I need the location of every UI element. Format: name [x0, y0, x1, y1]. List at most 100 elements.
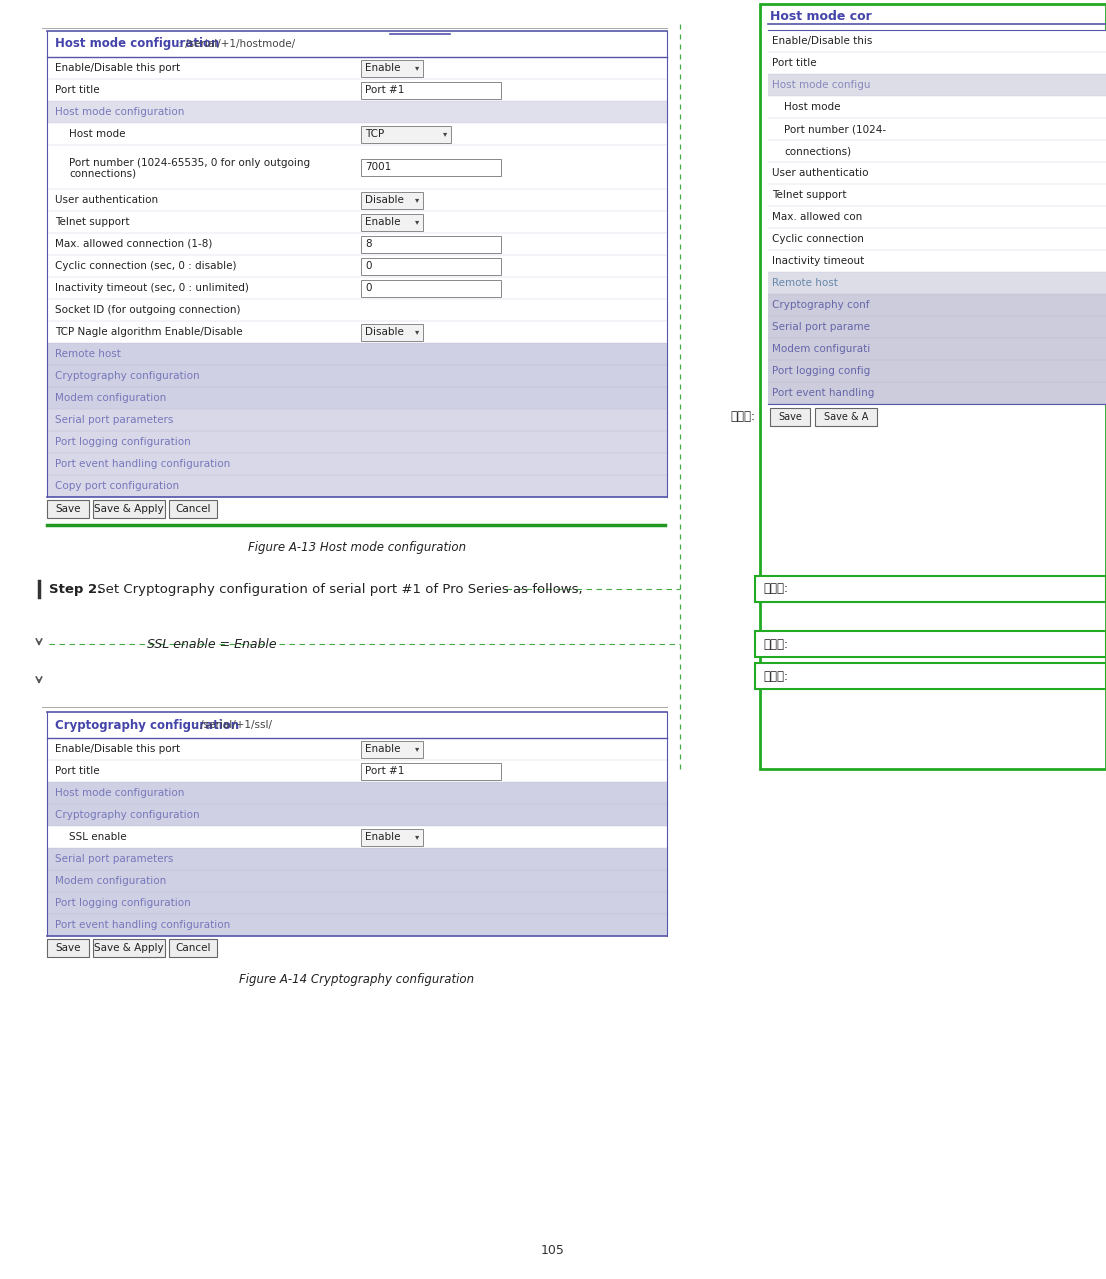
- Text: ▾: ▾: [415, 196, 419, 205]
- Text: Cryptography configuration: Cryptography configuration: [55, 719, 239, 732]
- Bar: [768, 228, 1106, 249]
- Text: Port #1: Port #1: [365, 766, 405, 776]
- Bar: [46, 101, 667, 123]
- Text: Enable/Disable this port: Enable/Disable this port: [55, 63, 180, 73]
- Text: Port event handling: Port event handling: [772, 388, 875, 398]
- Text: Inactivity timeout: Inactivity timeout: [772, 256, 864, 266]
- Text: 0: 0: [365, 261, 372, 271]
- Bar: [46, 475, 667, 498]
- Bar: [169, 939, 217, 957]
- Bar: [361, 214, 422, 230]
- Bar: [46, 431, 667, 453]
- Text: ▾: ▾: [415, 217, 419, 226]
- Text: Max. allowed connection (1-8): Max. allowed connection (1-8): [55, 239, 212, 249]
- Text: Port logging config: Port logging config: [772, 366, 870, 376]
- Text: 7001: 7001: [365, 162, 392, 171]
- Bar: [46, 299, 667, 321]
- Text: Enable: Enable: [365, 744, 400, 755]
- Text: Modem configuration: Modem configuration: [55, 876, 166, 886]
- Text: Port title: Port title: [55, 84, 100, 95]
- Bar: [361, 82, 501, 98]
- Bar: [361, 741, 422, 757]
- Text: Host mode: Host mode: [69, 129, 125, 139]
- Bar: [46, 145, 667, 189]
- Text: : /serial/+1/ssl/: : /serial/+1/ssl/: [190, 720, 272, 730]
- Text: Modem configurati: Modem configurati: [772, 344, 870, 354]
- Text: Save: Save: [55, 943, 81, 953]
- Text: Telnet support: Telnet support: [772, 191, 846, 200]
- Bar: [361, 324, 422, 340]
- Text: SSL enable = Enable: SSL enable = Enable: [147, 637, 276, 651]
- Bar: [768, 52, 1106, 74]
- Bar: [46, 278, 667, 299]
- Bar: [770, 408, 810, 426]
- Text: Disable: Disable: [365, 327, 404, 336]
- Text: 삭제됨:: 삭제됨:: [763, 637, 787, 651]
- Text: : /serial/+1/hostmode/: : /serial/+1/hostmode/: [175, 38, 294, 49]
- Bar: [361, 60, 422, 77]
- Text: Set Cryptography configuration of serial port #1 of Pro Series as follows,: Set Cryptography configuration of serial…: [93, 582, 583, 596]
- Bar: [361, 762, 501, 779]
- Text: Cryptography configuration: Cryptography configuration: [55, 371, 199, 381]
- Text: 삭제됨:: 삭제됨:: [763, 669, 787, 683]
- Text: ▾: ▾: [415, 833, 419, 842]
- Bar: [768, 74, 1106, 96]
- Bar: [46, 365, 667, 388]
- Bar: [46, 738, 667, 760]
- Bar: [755, 663, 1106, 689]
- Text: Port #1: Port #1: [365, 84, 405, 95]
- Text: User authenticatio: User authenticatio: [772, 168, 868, 178]
- Text: 105: 105: [541, 1244, 565, 1257]
- Text: Serial port parame: Serial port parame: [772, 322, 870, 333]
- Text: Figure A-13 Host mode configuration: Figure A-13 Host mode configuration: [248, 541, 466, 554]
- Bar: [46, 388, 667, 409]
- Text: Copy port configuration: Copy port configuration: [55, 481, 179, 491]
- Bar: [361, 159, 501, 175]
- Text: Port event handling configuration: Port event handling configuration: [55, 459, 230, 469]
- Bar: [46, 848, 667, 870]
- Bar: [46, 781, 667, 804]
- Bar: [768, 162, 1106, 184]
- Bar: [815, 408, 877, 426]
- Text: Port logging configuration: Port logging configuration: [55, 898, 190, 908]
- Text: Step 2.: Step 2.: [49, 582, 102, 596]
- Bar: [760, 4, 1106, 769]
- Bar: [46, 409, 667, 431]
- Text: Port event handling configuration: Port event handling configuration: [55, 920, 230, 930]
- Bar: [361, 192, 422, 208]
- Text: 삭제됨:: 삭제됨:: [763, 582, 787, 596]
- Bar: [361, 829, 422, 845]
- Text: Host mode configuration: Host mode configuration: [55, 107, 185, 116]
- Bar: [768, 382, 1106, 404]
- Text: ▾: ▾: [444, 129, 447, 138]
- Text: Port title: Port title: [772, 58, 816, 68]
- Text: ▾: ▾: [415, 744, 419, 753]
- Text: Remote host: Remote host: [55, 349, 121, 359]
- Text: Cancel: Cancel: [175, 504, 211, 514]
- Bar: [768, 359, 1106, 382]
- Bar: [169, 500, 217, 518]
- Bar: [46, 255, 667, 278]
- Bar: [46, 79, 667, 101]
- Bar: [768, 338, 1106, 359]
- Text: Disable: Disable: [365, 194, 404, 205]
- Bar: [361, 235, 501, 252]
- Text: Host mode configuration: Host mode configuration: [55, 37, 219, 50]
- Bar: [46, 189, 667, 211]
- Bar: [768, 29, 1106, 52]
- Bar: [46, 343, 667, 365]
- Bar: [768, 206, 1106, 228]
- Text: Port logging configuration: Port logging configuration: [55, 437, 190, 446]
- Text: Modem configuration: Modem configuration: [55, 393, 166, 403]
- Bar: [361, 280, 501, 297]
- Text: Cryptography configuration: Cryptography configuration: [55, 810, 199, 820]
- Bar: [46, 233, 667, 255]
- Text: TCP: TCP: [365, 129, 384, 139]
- Text: User authentication: User authentication: [55, 194, 158, 205]
- Bar: [361, 125, 451, 142]
- Text: Cancel: Cancel: [175, 943, 211, 953]
- Bar: [46, 891, 667, 914]
- Text: Save: Save: [778, 412, 802, 422]
- Text: Port title: Port title: [55, 766, 100, 776]
- Text: Save & Apply: Save & Apply: [94, 504, 164, 514]
